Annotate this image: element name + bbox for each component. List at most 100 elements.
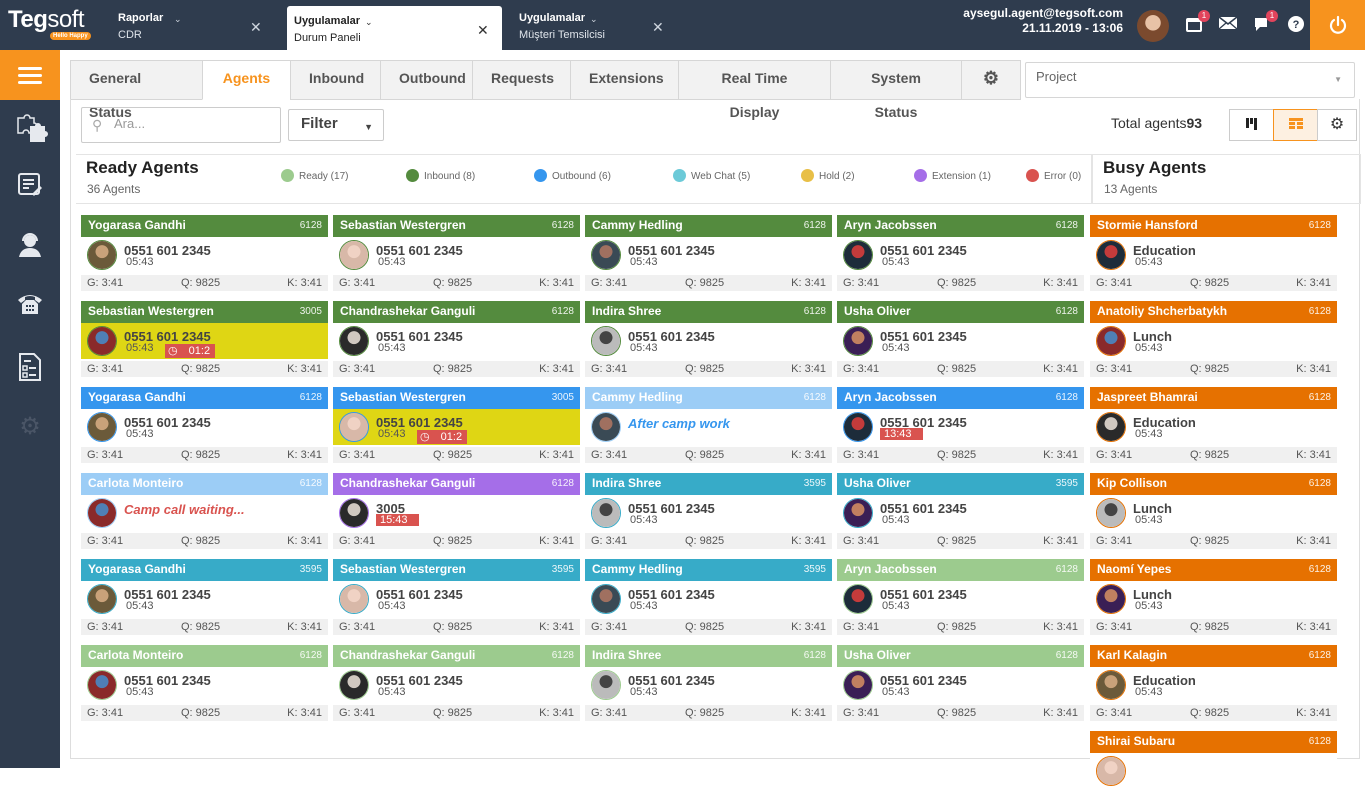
stat-q: Q: 9825 bbox=[937, 277, 977, 289]
agent-extension: 6128 bbox=[803, 650, 826, 661]
agent-card[interactable]: Usha Oliver 6128 0551 601 2345 05:43 G: 3:41… bbox=[837, 645, 1084, 725]
close-icon[interactable]: ✕ bbox=[477, 22, 489, 38]
agent-card[interactable]: Kip Collison 6128 Lunch 05:43 G: 3:41 Q: 9825… bbox=[1090, 473, 1337, 553]
app-tab-agent[interactable]: Uygulamalar ⌄ Müşteri Temsilcisi ✕ bbox=[512, 6, 672, 50]
agent-card[interactable]: Sebastian Westergren 3595 0551 601 2345 05:… bbox=[333, 559, 580, 639]
legend-item[interactable]: Error (0) bbox=[1026, 169, 1081, 182]
tab-outbound[interactable]: Outbound bbox=[380, 60, 473, 100]
agent-card[interactable]: Sebastian Westergren 3005 0551 601 2345 05:… bbox=[81, 301, 328, 381]
agent-name: Cammy Hedling bbox=[592, 390, 683, 404]
agent-card-stats: G: 3:41 Q: 9825 K: 3:41 bbox=[585, 619, 832, 635]
grid-view-button[interactable] bbox=[1273, 109, 1318, 141]
agent-icon[interactable] bbox=[15, 232, 45, 262]
legend-item[interactable]: Inbound (8) bbox=[406, 169, 475, 182]
agent-card[interactable]: Chandrashekar Ganguli 6128 3005 15:43 G: 3:4… bbox=[333, 473, 580, 553]
tegsoft-logo[interactable]: Tegsoft Hello Happy bbox=[8, 6, 92, 44]
report-edit-icon[interactable] bbox=[15, 172, 45, 202]
filter-dropdown[interactable]: Filter ▼ bbox=[288, 109, 384, 141]
agent-card[interactable]: Carlota Monteiro 6128 Camp call waiting...… bbox=[81, 473, 328, 553]
agent-card[interactable]: Yogarasa Gandhi 6128 0551 601 2345 05:43 G: … bbox=[81, 215, 328, 295]
agent-card[interactable]: Naomí Yepes 6128 Lunch 05:43 G: 3:41 Q: 9825 K… bbox=[1090, 559, 1337, 639]
settings-icon[interactable]: ⚙ bbox=[19, 413, 41, 440]
tab-system-status[interactable]: System Status bbox=[830, 60, 962, 120]
agent-card-header: Sebastian Westergren 3005 bbox=[81, 301, 328, 323]
help-icon[interactable]: ? bbox=[1286, 15, 1306, 35]
agent-card[interactable]: Chandrashekar Ganguli 6128 0551 601 2345 05… bbox=[333, 301, 580, 381]
agent-card[interactable]: Yogarasa Gandhi 3595 0551 601 2345 05:43 G: … bbox=[81, 559, 328, 639]
legend-item[interactable]: Outbound (6) bbox=[534, 169, 611, 182]
legend-item[interactable]: Hold (2) bbox=[801, 169, 855, 182]
app-tab-status-panel[interactable]: Uygulamalar ⌄ Durum Paneli ✕ bbox=[287, 6, 502, 50]
tab-general-status[interactable]: General Status bbox=[70, 60, 203, 120]
agent-card[interactable]: Cammy Hedling 3595 0551 601 2345 05:43 G: 3:… bbox=[585, 559, 832, 639]
avatar bbox=[843, 670, 873, 700]
agent-card[interactable]: Carlota Monteiro 6128 0551 601 2345 05:43 G:… bbox=[81, 645, 328, 725]
agent-card[interactable]: Aryn Jacobssen 6128 0551 601 2345 05:43 G: 3… bbox=[837, 559, 1084, 639]
agent-card-body: Lunch 05:43 bbox=[1090, 495, 1337, 531]
tab-inbound[interactable]: Inbound bbox=[290, 60, 381, 100]
chevron-down-icon[interactable]: ⌄ bbox=[365, 17, 373, 27]
agent-card-stats: G: 3:41 Q: 9825 K: 3:41 bbox=[585, 447, 832, 463]
agent-card[interactable]: Indira Shree 3595 0551 601 2345 05:43 G: 3:4… bbox=[585, 473, 832, 553]
tab-real-time-display[interactable]: Real Time Display bbox=[678, 60, 831, 120]
agent-card[interactable]: Yogarasa Gandhi 6128 0551 601 2345 05:43 G: … bbox=[81, 387, 328, 467]
form-icon[interactable] bbox=[15, 352, 45, 382]
agent-card[interactable]: Usha Oliver 3595 0551 601 2345 05:43 G: 3:41… bbox=[837, 473, 1084, 553]
calendar-icon[interactable]: 1 bbox=[1184, 10, 1210, 35]
agent-card-stats: G: 3:41 Q: 9825 K: 3:41 bbox=[81, 533, 328, 549]
tab-extensions[interactable]: Extensions bbox=[570, 60, 679, 100]
agent-card[interactable]: Aryn Jacobssen 6128 0551 601 2345 13:43 G: 3… bbox=[837, 387, 1084, 467]
agent-card[interactable]: Sebastian Westergren 6128 0551 601 2345 05:… bbox=[333, 215, 580, 295]
app-tab-reports[interactable]: Raporlar ⌄ CDR ✕ bbox=[110, 6, 280, 50]
project-select[interactable]: Project ▼ bbox=[1025, 62, 1355, 98]
agent-card[interactable]: Anatoliy Shcherbatykh 6128 Lunch 05:43 G: 3:… bbox=[1090, 301, 1337, 381]
chevron-down-icon[interactable]: ⌄ bbox=[174, 14, 182, 24]
agent-phone-number: 0551 601 2345 bbox=[376, 673, 463, 688]
agent-card[interactable]: Indira Shree 6128 0551 601 2345 05:43 G: 3:4… bbox=[585, 301, 832, 381]
agent-card[interactable]: Cammy Hedling 6128 After camp work G: 3:41 Q… bbox=[585, 387, 832, 467]
chat-icon[interactable]: 1 bbox=[1252, 10, 1278, 35]
power-button[interactable] bbox=[1310, 0, 1365, 50]
agent-card[interactable]: Indira Shree 6128 0551 601 2345 05:43 G: 3:4… bbox=[585, 645, 832, 725]
search-input[interactable]: ⚲ Ara... bbox=[81, 107, 281, 143]
plugins-icon[interactable] bbox=[15, 112, 48, 142]
agent-card-stats: G: 3:41 Q: 9825 K: 3:41 bbox=[333, 361, 580, 377]
stat-q: Q: 9825 bbox=[685, 707, 725, 719]
agent-card-header: Karl Kalagin 6128 bbox=[1090, 645, 1337, 667]
tab-settings-gear-icon[interactable]: ⚙ bbox=[961, 60, 1021, 100]
view-settings-gear-icon[interactable]: ⚙ bbox=[1317, 109, 1357, 141]
kanban-view-button[interactable] bbox=[1229, 109, 1274, 141]
agent-card[interactable]: Usha Oliver 6128 0551 601 2345 05:43 G: 3:41… bbox=[837, 301, 1084, 381]
agent-extension: 6128 bbox=[1055, 306, 1078, 317]
tab-requests[interactable]: Requests bbox=[472, 60, 571, 100]
legend-item[interactable]: Web Chat (5) bbox=[673, 169, 750, 182]
agent-card[interactable]: Stormie Hansford 6128 Education 05:43 G: 3:4… bbox=[1090, 215, 1337, 295]
agent-card[interactable]: Cammy Hedling 6128 0551 601 2345 05:43 G: 3:… bbox=[585, 215, 832, 295]
agent-card-stats: G: 3:41 Q: 9825 K: 3:41 bbox=[837, 361, 1084, 377]
avatar bbox=[843, 240, 873, 270]
agent-duration: 05:43 bbox=[126, 600, 154, 612]
agent-card[interactable]: Jaspreet Bhamrai 6128 Education 05:43 G: 3:4… bbox=[1090, 387, 1337, 467]
menu-button[interactable] bbox=[0, 50, 60, 100]
agent-card-header: Sebastian Westergren 3005 bbox=[333, 387, 580, 409]
app-tab-title: Uygulamalar bbox=[519, 12, 586, 24]
agent-card-stats: G: 3:41 Q: 9825 K: 3:41 bbox=[1090, 619, 1337, 635]
agent-duration: 05:43 bbox=[1135, 686, 1163, 698]
agent-name: Indira Shree bbox=[592, 648, 662, 662]
agent-extension: 6128 bbox=[1308, 564, 1331, 575]
agent-card[interactable]: Chandrashekar Ganguli 6128 0551 601 2345 05… bbox=[333, 645, 580, 725]
legend-item[interactable]: Extension (1) bbox=[914, 169, 991, 182]
chevron-down-icon[interactable]: ⌄ bbox=[590, 14, 598, 24]
close-icon[interactable]: ✕ bbox=[250, 19, 262, 35]
agent-card[interactable]: Shirai Subaru 6128 bbox=[1090, 731, 1337, 811]
legend-item[interactable]: Ready (17) bbox=[281, 169, 348, 182]
agent-card[interactable]: Aryn Jacobssen 6128 0551 601 2345 05:43 G: 3… bbox=[837, 215, 1084, 295]
tab-agents[interactable]: Agents bbox=[202, 60, 291, 100]
agent-card-body: 0551 601 2345 05:43 bbox=[837, 323, 1084, 359]
agent-card[interactable]: Sebastian Westergren 3005 0551 601 2345 05:… bbox=[333, 387, 580, 467]
phone-icon[interactable] bbox=[15, 292, 45, 322]
close-icon[interactable]: ✕ bbox=[652, 19, 664, 35]
mail-icon[interactable] bbox=[1218, 15, 1238, 35]
user-avatar[interactable] bbox=[1137, 10, 1169, 42]
agent-card[interactable]: Karl Kalagin 6128 Education 05:43 G: 3:41 Q: … bbox=[1090, 645, 1337, 725]
